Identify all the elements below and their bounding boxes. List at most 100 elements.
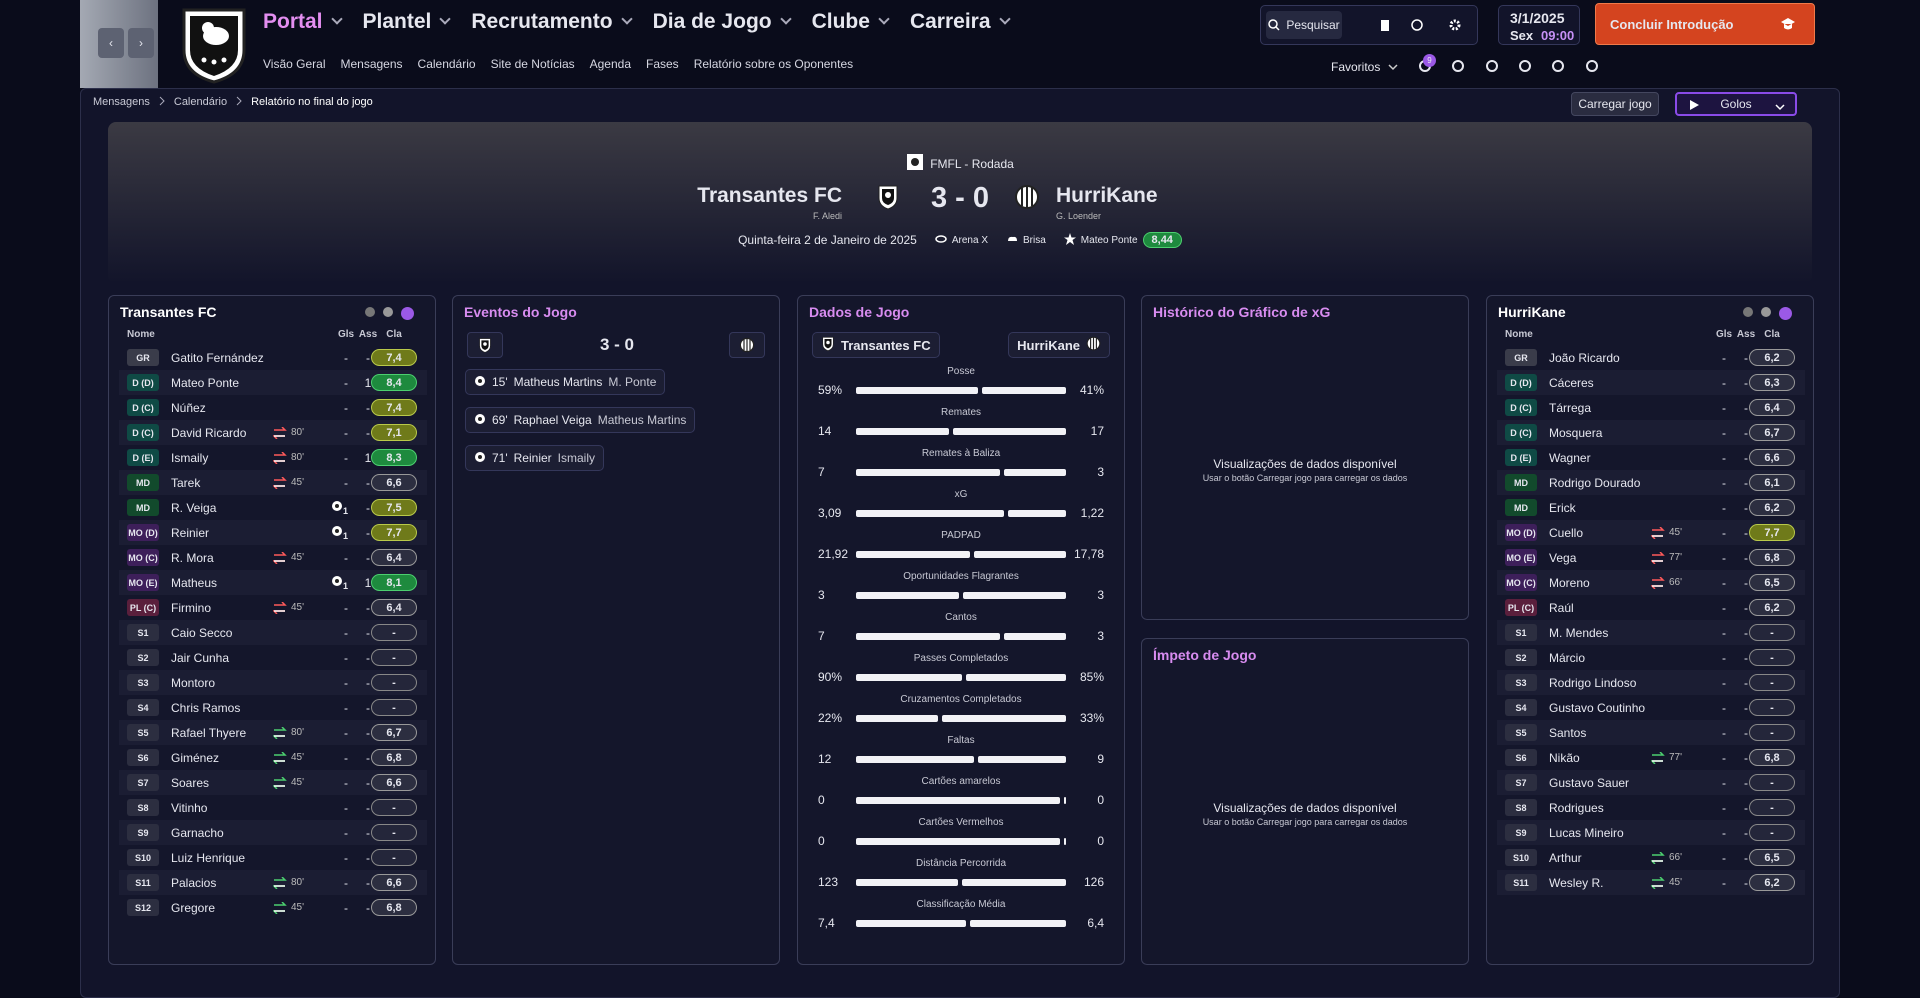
rating: - bbox=[1749, 824, 1795, 841]
player-row[interactable]: GR Gatito Fernández - -7,4 bbox=[119, 345, 427, 370]
menu-item[interactable]: Portal bbox=[263, 10, 341, 34]
player-row[interactable]: D (C) David Ricardo 80' - -7,1 bbox=[119, 420, 427, 445]
view-toggle[interactable] bbox=[1779, 307, 1792, 320]
menu-item[interactable]: Recrutamento bbox=[471, 10, 630, 34]
quick-icon[interactable] bbox=[1518, 59, 1532, 78]
club-logo[interactable] bbox=[178, 4, 250, 84]
highlights-select[interactable]: Golos bbox=[1675, 92, 1797, 116]
view-toggle[interactable] bbox=[1743, 307, 1753, 317]
player-row[interactable]: PL (C) Firmino 45' - -6,4 bbox=[119, 595, 427, 620]
team-name[interactable]: Transantes FC bbox=[120, 304, 217, 320]
quick-icon[interactable] bbox=[1551, 59, 1565, 78]
toolbar-icon[interactable] bbox=[1411, 19, 1423, 37]
player-row[interactable]: S9 Lucas Mineiro - - - bbox=[1497, 820, 1805, 845]
goal-event[interactable]: 71' Reinier Ismaily bbox=[465, 445, 604, 471]
menu-item[interactable]: Carreira bbox=[910, 10, 1009, 34]
player-row[interactable]: S11 Palacios 80' - -6,6 bbox=[119, 870, 427, 895]
breadcrumb-item[interactable]: Calendário bbox=[173, 96, 228, 108]
player-row[interactable]: MD Tarek 45' - -6,6 bbox=[119, 470, 427, 495]
player-row[interactable]: MD R. Veiga 1 -7,5 bbox=[119, 495, 427, 520]
player-row[interactable]: S2 Jair Cunha - - - bbox=[119, 645, 427, 670]
goals: - bbox=[1722, 501, 1726, 515]
stat-label: Posse bbox=[947, 366, 975, 377]
view-toggle[interactable] bbox=[1761, 307, 1771, 317]
player-row[interactable]: S10 Luiz Henrique - - - bbox=[119, 845, 427, 870]
player-row[interactable]: D (E) Wagner - -6,6 bbox=[1497, 445, 1805, 470]
player-row[interactable]: S6 Nikão 77' - -6,8 bbox=[1497, 745, 1805, 770]
player-row[interactable]: S4 Chris Ramos - - - bbox=[119, 695, 427, 720]
toolbar-icon[interactable] bbox=[1449, 19, 1461, 37]
player-row[interactable]: GR João Ricardo - -6,2 bbox=[1497, 345, 1805, 370]
player-row[interactable]: MO (C) R. Mora 45' - -6,4 bbox=[119, 545, 427, 570]
player-row[interactable]: S6 Giménez 45' - -6,8 bbox=[119, 745, 427, 770]
player-row[interactable]: MO (C) Moreno 66' - -6,5 bbox=[1497, 570, 1805, 595]
player-row[interactable]: MO (E) Vega 77' - -6,8 bbox=[1497, 545, 1805, 570]
rating: - bbox=[371, 674, 417, 691]
player-row[interactable]: S7 Gustavo Sauer - - - bbox=[1497, 770, 1805, 795]
quick-icon[interactable] bbox=[1451, 59, 1465, 78]
game-date[interactable]: 3/1/2025 Sex 09:00 bbox=[1498, 5, 1580, 45]
player-row[interactable]: S11 Wesley R. 45' - -6,2 bbox=[1497, 870, 1805, 895]
player-row[interactable]: S1 Caio Secco - - - bbox=[119, 620, 427, 645]
player-row[interactable]: MO (D) Reinier 1 -7,7 bbox=[119, 520, 427, 545]
continue-button[interactable]: Concluir Introdução bbox=[1595, 3, 1815, 45]
player-row[interactable]: S3 Rodrigo Lindoso - - - bbox=[1497, 670, 1805, 695]
menu-item[interactable]: Plantel bbox=[363, 10, 450, 34]
load-match-button[interactable]: Carregar jogo bbox=[1571, 92, 1659, 116]
toolbar-icon[interactable] bbox=[1379, 19, 1391, 37]
player-row[interactable]: S4 Gustavo Coutinho - - - bbox=[1497, 695, 1805, 720]
team-name[interactable]: HurriKane bbox=[1498, 304, 1566, 320]
away-team[interactable]: HurriKane bbox=[1056, 184, 1158, 207]
player-row[interactable]: D (C) Mosquera - -6,7 bbox=[1497, 420, 1805, 445]
submenu-item[interactable]: Fases bbox=[646, 57, 679, 71]
player-row[interactable]: D (E) Ismaily 80' - 1 8,3 bbox=[119, 445, 427, 470]
player-row[interactable]: D (D) Cáceres - -6,3 bbox=[1497, 370, 1805, 395]
player-row[interactable]: PL (C) Raúl - -6,2 bbox=[1497, 595, 1805, 620]
view-toggle[interactable] bbox=[401, 307, 414, 320]
position-badge: S11 bbox=[1505, 874, 1537, 891]
player-row[interactable]: S5 Rafael Thyere 80' - -6,7 bbox=[119, 720, 427, 745]
submenu-item[interactable]: Mensagens bbox=[340, 57, 403, 71]
player-row[interactable]: S7 Soares 45' - -6,6 bbox=[119, 770, 427, 795]
quick-icon[interactable] bbox=[1485, 59, 1499, 78]
player-row[interactable]: S10 Arthur 66' - -6,5 bbox=[1497, 845, 1805, 870]
player-row[interactable]: S1 M. Mendes - - - bbox=[1497, 620, 1805, 645]
player-row[interactable]: S3 Montoro - - - bbox=[119, 670, 427, 695]
submenu-item[interactable]: Relatório sobre os Oponentes bbox=[693, 57, 854, 71]
submenu-item[interactable]: Calendário bbox=[417, 57, 476, 71]
submenu-item[interactable]: Visão Geral bbox=[263, 57, 326, 71]
player-row[interactable]: S12 Gregore 45' - -6,8 bbox=[119, 895, 427, 920]
player-row[interactable]: MD Erick - -6,2 bbox=[1497, 495, 1805, 520]
view-toggle[interactable] bbox=[383, 307, 393, 317]
menu-item[interactable]: Dia de Jogo bbox=[653, 10, 790, 34]
player-row[interactable]: S8 Rodrigues - - - bbox=[1497, 795, 1805, 820]
menu-item[interactable]: Clube bbox=[812, 10, 888, 34]
player-row[interactable]: D (D) Mateo Ponte - 1 8,4 bbox=[119, 370, 427, 395]
home-team[interactable]: Transantes FC bbox=[697, 184, 842, 207]
player-row[interactable]: D (C) Núñez - -7,4 bbox=[119, 395, 427, 420]
assists: - bbox=[1744, 751, 1748, 765]
player-row[interactable]: S2 Márcio - - - bbox=[1497, 645, 1805, 670]
player-row[interactable]: MO (E) Matheus 1 1 8,1 bbox=[119, 570, 427, 595]
breadcrumb-item[interactable]: Mensagens bbox=[93, 96, 150, 108]
goal-event[interactable]: 69' Raphael Veiga Matheus Martins bbox=[465, 407, 696, 433]
player-row[interactable]: S9 Garnacho - - - bbox=[119, 820, 427, 845]
goals: - bbox=[1722, 776, 1726, 790]
back-button[interactable]: ‹ bbox=[98, 28, 124, 58]
search-button[interactable]: Pesquisar bbox=[1266, 11, 1342, 39]
rating: 7,4 bbox=[371, 349, 417, 366]
goal-event[interactable]: 15' Matheus Martins M. Ponte bbox=[465, 369, 666, 395]
player-row[interactable]: MD Rodrigo Dourado - -6,1 bbox=[1497, 470, 1805, 495]
submenu-item[interactable]: Agenda bbox=[589, 57, 631, 71]
player-row[interactable]: D (C) Tárrega - -6,4 bbox=[1497, 395, 1805, 420]
forward-button[interactable]: › bbox=[128, 28, 154, 58]
player-row[interactable]: S5 Santos - - - bbox=[1497, 720, 1805, 745]
view-toggle[interactable] bbox=[365, 307, 375, 317]
submenu-item[interactable]: Site de Notícias bbox=[490, 57, 575, 71]
player-row[interactable]: MO (D) Cuello 45' - -7,7 bbox=[1497, 520, 1805, 545]
quick-icon[interactable] bbox=[1585, 59, 1599, 78]
stat-bar-away bbox=[1004, 469, 1066, 476]
favorites[interactable]: Favoritos bbox=[1331, 60, 1398, 74]
player-row[interactable]: S8 Vitinho - - - bbox=[119, 795, 427, 820]
rating: 6,2 bbox=[1749, 349, 1795, 366]
